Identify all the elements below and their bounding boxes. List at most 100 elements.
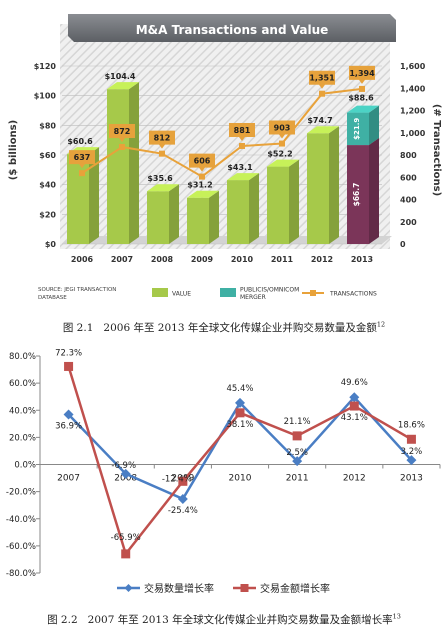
bar-value (187, 197, 209, 244)
y2-tick-label: 0 (400, 240, 406, 249)
figure-1-text: 2006 年至 2013 年全球文化传媒企业并购交易数量及金额 (103, 322, 377, 334)
y-tick-label: 40.0% (9, 406, 36, 416)
x-tick-label: 2008 (151, 255, 174, 264)
count-growth-data-label: -6.9% (111, 461, 136, 471)
value-growth-data-label: -65.9% (111, 533, 141, 543)
x-tick-label: 2010 (229, 474, 252, 484)
title-band (68, 14, 396, 42)
value-data-label: $52.2 (267, 150, 292, 159)
x-tick-label: 2006 (71, 255, 94, 264)
figure-2: -80.0% -60.0% -40.0% -20.0% 0.0% 20.0% 40.0% 60… (0, 340, 448, 610)
x-tick-label: 2009 (191, 255, 214, 264)
bar-value-side (249, 173, 259, 244)
count-growth-data-label: 3.2% (401, 447, 423, 457)
y-tick-label: -80.0% (6, 569, 36, 579)
merger-data-label: $21.9 (353, 118, 361, 140)
y2-tick-label: 1,000 (400, 129, 426, 138)
figure-2-ref: 13 (392, 612, 401, 621)
count-growth-marker (292, 456, 303, 467)
transactions-marker (239, 142, 245, 149)
source-line-1: SOURCE: JEGI TRANSACTION (38, 287, 116, 293)
bar-value-top (267, 159, 299, 167)
transactions-data-label: 812 (154, 134, 171, 143)
bar-value-top (187, 190, 219, 198)
bar-value-side (129, 82, 139, 244)
count-growth-marker (406, 455, 417, 466)
bar-merger (347, 112, 369, 146)
transactions-callout (149, 130, 175, 149)
x-tick-label: 2007 (111, 255, 133, 264)
legend-swatch-value (152, 288, 168, 297)
count-growth-marker (235, 397, 245, 408)
value-data-label: $74.7 (307, 116, 332, 125)
value-growth-marker (406, 434, 416, 444)
value-data-label: $35.6 (147, 174, 173, 183)
figure-1-number: 图 2.1 (62, 322, 94, 334)
legend-marker-value (240, 584, 249, 592)
transactions-data-label: 1,351 (309, 74, 335, 83)
value-growth-data-label: 43.1% (341, 413, 368, 423)
x-tick-label: 2011 (286, 474, 309, 484)
value-data-label: $60.6 (67, 137, 93, 146)
transactions-callout (229, 122, 255, 141)
value-growth-marker (235, 408, 245, 418)
source-line-2: DATABASE (38, 295, 67, 301)
legend-label-merger-1: PUBLICIS/OMNICOM (240, 287, 299, 294)
y2-tick-label: 400 (400, 196, 417, 205)
x-tick-label: 2013 (351, 255, 373, 264)
value-growth-data-label: 38.1% (226, 420, 253, 430)
value-growth-marker (178, 476, 188, 486)
legend-2: 交易数量增长率 交易金额增长率 (117, 582, 330, 595)
x-tick-label: 2007 (57, 474, 80, 484)
count-growth-data-label: 45.4% (226, 384, 253, 394)
value-growth-data-label: 18.6% (398, 420, 425, 430)
y2-tick-label: 600 (400, 173, 417, 182)
figure-2-caption: 图 2.2 2007 年至 2013 年全球文化传媒企业并购交易数量及金额增长率… (0, 612, 448, 627)
bar-value-top (227, 173, 259, 181)
y-tick-label: 20.0% (9, 433, 36, 443)
y-tick-label: -60.0% (6, 542, 36, 552)
count-growth-data-label: -25.4% (168, 506, 198, 516)
legend-swatch-merger (220, 288, 236, 297)
figure-1-caption: 图 2.1 2006 年至 2013 年全球文化传媒企业并购交易数量及金额12 (0, 320, 448, 335)
transactions-marker (119, 143, 125, 150)
bar-value (147, 191, 169, 244)
transactions-callout (109, 123, 135, 142)
y-tick-label: $60 (39, 151, 56, 160)
figure-2-number: 图 2.2 (47, 614, 78, 626)
x-tick-label: 2012 (343, 474, 366, 484)
y-tick-label: $80 (39, 121, 56, 130)
value-growth-data-label: -12.4% (162, 474, 192, 484)
y2-tick-label: 1,600 (400, 62, 426, 71)
transactions-callout (189, 153, 215, 172)
y-axis-label: ($ billions) (8, 120, 19, 180)
legend-label-count: 交易数量增长率 (144, 582, 214, 595)
value-growth-data-label: 21.1% (284, 417, 311, 427)
value-growth-marker (64, 361, 74, 371)
y-tick-label: 80.0% (9, 352, 36, 362)
transactions-marker (199, 173, 205, 180)
bar-value (67, 154, 89, 244)
value-growth-marker (121, 549, 131, 559)
value-data-label: $66.7 (352, 183, 361, 207)
chart-title: M&A Transactions and Value (136, 23, 329, 37)
bar-value-side (369, 138, 379, 244)
bar-value (107, 89, 129, 244)
growth-rate-chart: -80.0% -60.0% -40.0% -20.0% 0.0% 20.0% 40.0% 60… (6, 348, 441, 595)
value-data-label: $43.1 (227, 163, 253, 172)
y-tick-label: $120 (34, 62, 57, 71)
transactions-marker (79, 170, 85, 177)
bar-value (347, 145, 369, 244)
y-tick-label: 60.0% (9, 379, 36, 389)
transactions-marker (319, 90, 325, 97)
bar-merger-side (369, 105, 379, 146)
count-growth-data-label: 2.5% (286, 448, 308, 458)
legend-label-value-growth: 交易金额增长率 (260, 582, 330, 595)
value-growth-marker (349, 401, 359, 411)
bar-value (267, 166, 289, 244)
figure-1-ref: 12 (376, 320, 386, 329)
y-tick-label: 0.0% (14, 461, 36, 471)
x-tick-label: 2011 (271, 255, 294, 264)
transactions-data-label: 872 (114, 127, 131, 136)
bar-value-top (107, 82, 139, 90)
